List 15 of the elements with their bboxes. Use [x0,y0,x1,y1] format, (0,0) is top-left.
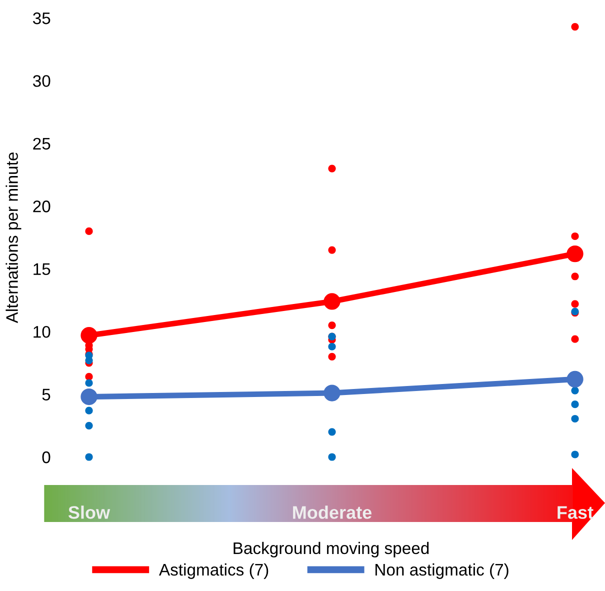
y-tick-label: 15 [34,263,50,276]
y-tick-label: 10 [34,326,50,338]
y-tick-label: 20 [33,200,50,212]
x-tick-label: Moderate [293,506,372,519]
x-axis-title: Background moving speed [234,542,429,558]
y-tick-label: 5 [42,388,50,400]
y-tick-label: 25 [33,138,50,150]
x-tick-label: Slow [68,506,110,519]
x-tick-label: Fast [558,506,594,519]
y-tick-label: 35 [32,12,50,24]
y-axis-title: Alternations per minute [6,152,22,324]
y-tick-label: 30 [32,75,50,87]
legend-label: Astigmatics (7) [158,563,268,579]
y-tick-label: 0 [42,451,50,464]
legend-label: Non astigmatic (7) [376,563,508,579]
